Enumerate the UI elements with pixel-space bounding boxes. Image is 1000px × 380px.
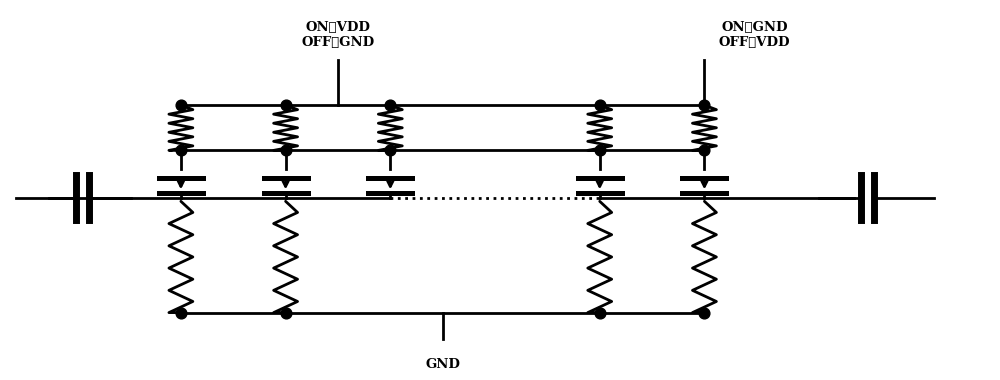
Point [278, 102, 294, 108]
Text: GND: GND [425, 358, 460, 371]
Point [173, 147, 189, 154]
Text: ON：VDD
OFF：GND: ON：VDD OFF：GND [301, 21, 375, 49]
Point [382, 147, 398, 154]
Point [173, 310, 189, 316]
Point [696, 310, 712, 316]
Point [696, 102, 712, 108]
Text: ON：GND
OFF：VDD: ON：GND OFF：VDD [719, 21, 790, 49]
Point [696, 147, 712, 154]
Point [173, 102, 189, 108]
Point [592, 147, 608, 154]
Point [382, 102, 398, 108]
Point [278, 310, 294, 316]
Point [592, 310, 608, 316]
Point [278, 147, 294, 154]
Point [592, 102, 608, 108]
